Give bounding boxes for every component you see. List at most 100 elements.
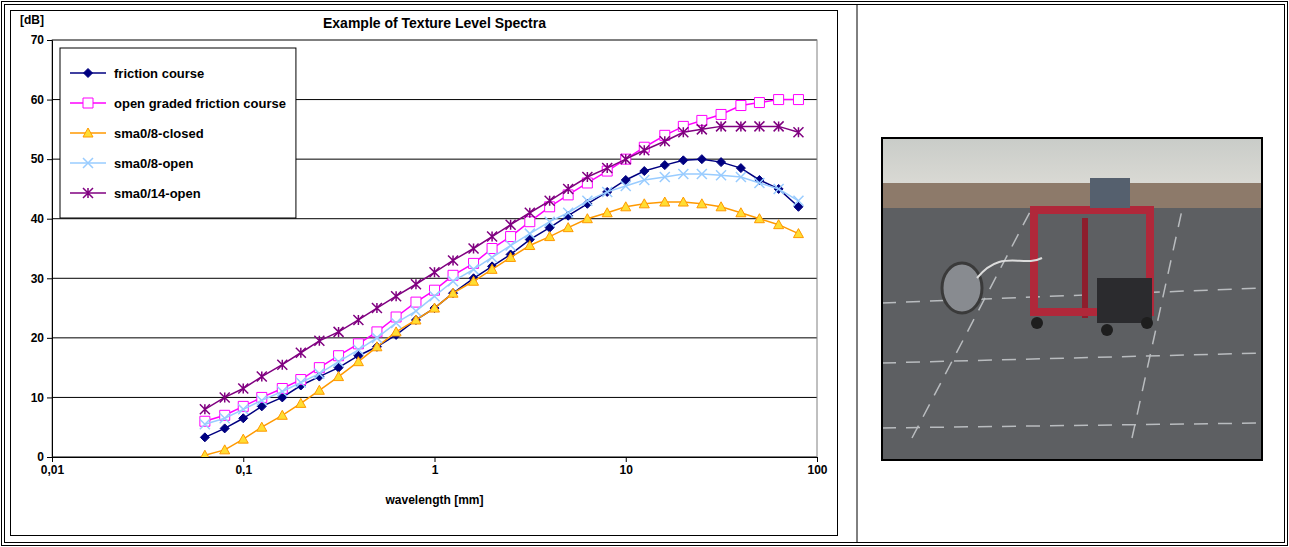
marker (621, 202, 631, 211)
marker (774, 184, 784, 194)
marker (697, 115, 707, 125)
tick-label: 10 (620, 463, 634, 477)
legend-label: sma0/8-open (114, 156, 194, 171)
marker (334, 372, 344, 381)
marker (314, 369, 324, 379)
marker (582, 196, 592, 206)
legend-item: sma0/8-open (70, 156, 194, 171)
marker (582, 214, 592, 223)
marker (334, 327, 344, 337)
marker (391, 291, 401, 301)
x-axis: 0,010,1110100 (41, 457, 828, 477)
tick-label: 30 (31, 272, 45, 286)
tick: 20 (31, 331, 52, 345)
marker (736, 121, 746, 131)
tick-mark (817, 457, 818, 462)
marker (621, 181, 631, 191)
marker (563, 184, 573, 194)
outer-border (2, 2, 1288, 546)
chart-root: 0,010,1110100010203040506070Example of T… (0, 0, 1289, 547)
legend-box (60, 48, 296, 218)
marker (372, 342, 382, 351)
panel-divider (857, 5, 858, 543)
marker (487, 232, 497, 242)
marker (296, 398, 306, 407)
marker (716, 121, 726, 131)
tick-mark (626, 457, 627, 462)
marker (660, 136, 670, 146)
marker (487, 264, 497, 273)
marker (754, 121, 764, 131)
marker (774, 220, 784, 229)
chart-title: Example of Texture Level Spectra (323, 15, 546, 31)
marker (602, 208, 612, 217)
marker (411, 315, 421, 324)
tick-mark (47, 397, 52, 398)
photo-wheel (1141, 317, 1153, 329)
tick: 10 (620, 457, 634, 477)
marker (525, 241, 535, 250)
marker (391, 327, 401, 336)
marker (277, 386, 287, 396)
grid-line (52, 278, 817, 279)
marker (603, 187, 612, 196)
photo (882, 138, 1262, 460)
marker (506, 252, 516, 261)
marker (353, 357, 363, 366)
marker (678, 169, 688, 179)
marker (697, 124, 707, 134)
legend-item: open graded friction course (70, 96, 286, 111)
axis-line (53, 458, 818, 463)
legend-label: friction course (114, 66, 204, 81)
marker (736, 101, 746, 111)
marker (238, 434, 248, 443)
photo-cable (977, 258, 1042, 278)
marker (678, 197, 688, 206)
marker (754, 98, 764, 108)
tick-label: 20 (31, 331, 45, 345)
tick-mark (47, 338, 52, 339)
tick-mark (47, 159, 52, 160)
marker (717, 158, 726, 167)
tick-label: 1 (432, 463, 439, 477)
grid-line (52, 337, 817, 338)
marker (372, 303, 382, 313)
tick-label: 0,01 (41, 463, 65, 477)
page-frame (2, 2, 1288, 546)
tick: 40 (31, 212, 52, 226)
marker (602, 187, 612, 197)
tick: 10 (31, 391, 52, 405)
legend-marker (83, 158, 93, 168)
marker (793, 95, 803, 105)
marker (314, 385, 324, 394)
legend-item: sma0/14-open (70, 186, 201, 201)
series-line (205, 202, 799, 455)
marker (353, 315, 363, 325)
marker (411, 315, 420, 324)
legend-item: friction course (70, 66, 204, 81)
tick: 50 (31, 152, 52, 166)
legend-label: sma0/14-open (114, 186, 201, 201)
tick: 60 (31, 93, 52, 107)
marker (736, 208, 746, 217)
tick: 70 (31, 33, 52, 47)
marker (716, 170, 726, 180)
marker (525, 229, 535, 239)
marker (200, 404, 210, 414)
marker (639, 145, 649, 155)
marker (334, 357, 344, 367)
marker (314, 336, 324, 346)
marker (640, 167, 649, 176)
marker (353, 345, 363, 355)
marker (238, 404, 248, 414)
marker (793, 127, 803, 137)
photo-horizon (882, 183, 1262, 208)
photo-road-marking (912, 208, 1032, 438)
marker (239, 414, 248, 423)
legend-item: sma0/8-closed (70, 126, 204, 141)
marker (563, 223, 573, 232)
marker (411, 279, 421, 289)
legend-marker (83, 188, 93, 198)
tick-label: 50 (31, 152, 45, 166)
tick: 1 (432, 457, 439, 477)
